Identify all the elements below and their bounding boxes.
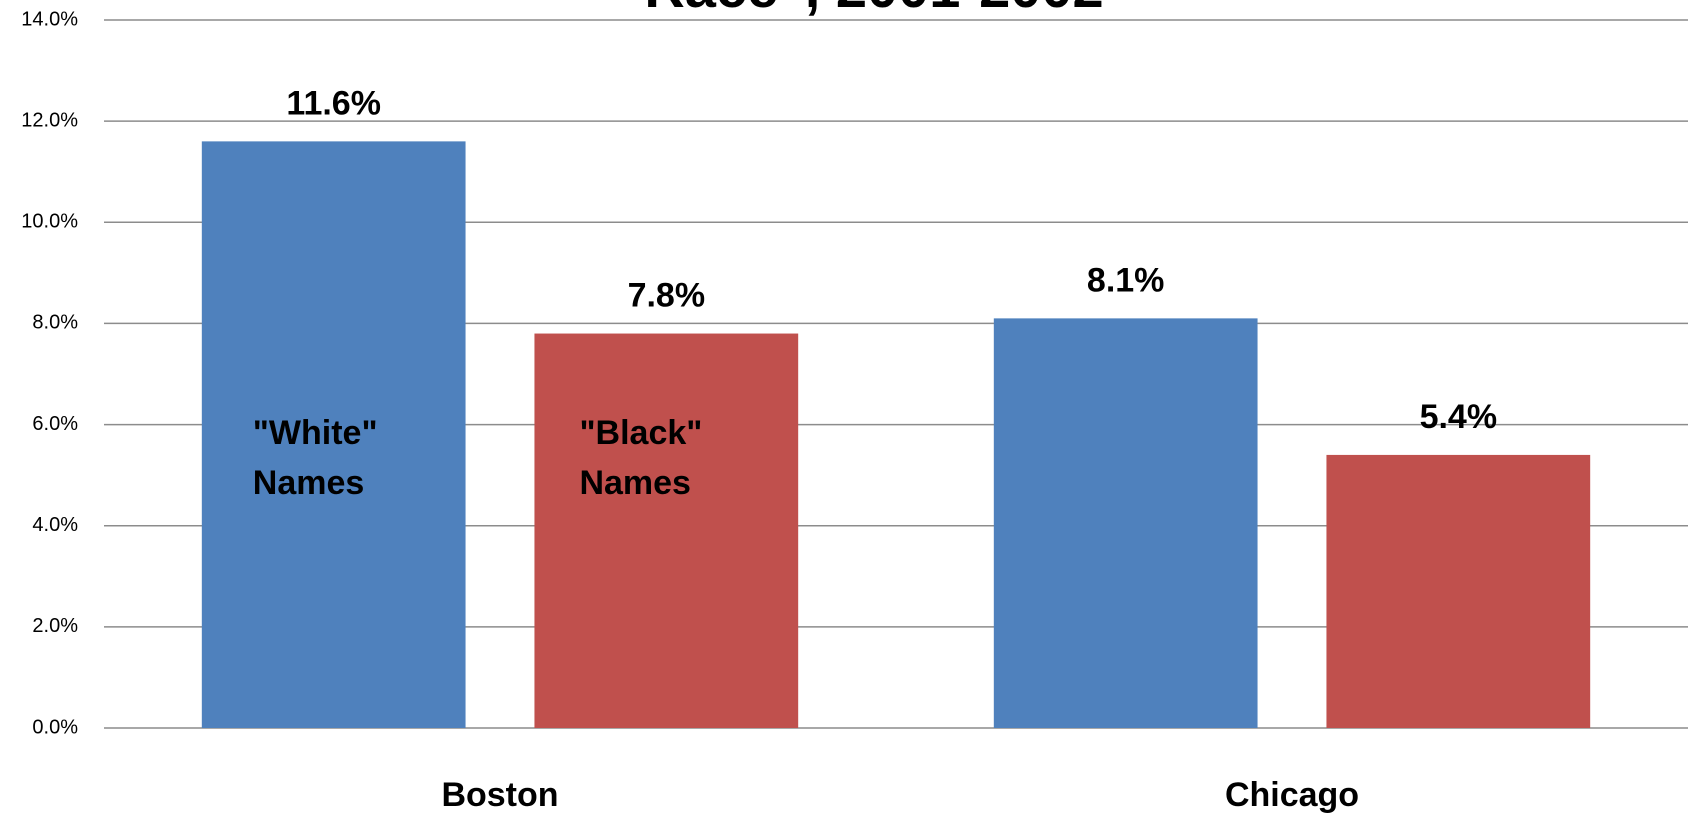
bar (201, 141, 466, 728)
series-label: "White" Names (252, 413, 378, 502)
series-label: "Black" Names (579, 413, 703, 502)
bar (993, 318, 1258, 728)
y-tick-label: 6.0% (32, 413, 78, 435)
data-label: 11.6% (286, 84, 381, 122)
y-tick-label: 8.0% (32, 312, 78, 334)
chart-title: Race", 2001-2002 (644, 0, 1103, 19)
y-tick-label: 2.0% (32, 615, 78, 637)
data-label: 7.8% (628, 277, 706, 315)
y-tick-label: 14.0% (21, 8, 78, 30)
x-tick-label: Boston (441, 776, 558, 814)
bar (1326, 454, 1591, 728)
bar (534, 333, 799, 728)
y-tick-label: 0.0% (32, 716, 78, 738)
y-tick-label: 12.0% (21, 109, 78, 131)
x-tick-label: Chicago (1225, 776, 1359, 814)
y-tick-label: 4.0% (32, 514, 78, 536)
y-tick-label: 10.0% (21, 211, 78, 233)
data-label: 5.4% (1420, 398, 1498, 436)
data-label: 8.1% (1087, 261, 1165, 299)
